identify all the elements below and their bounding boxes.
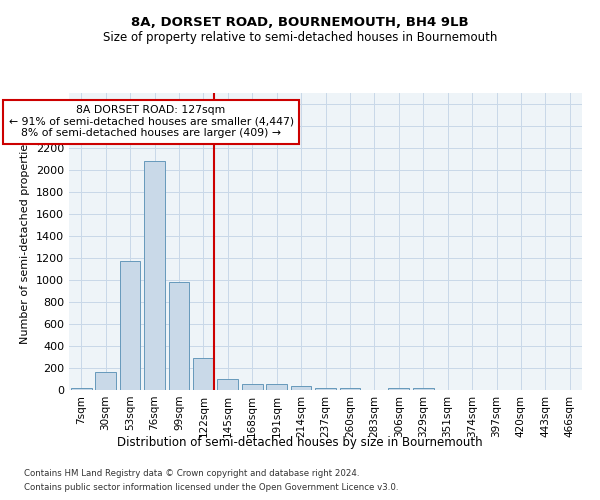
Text: 8A DORSET ROAD: 127sqm
← 91% of semi-detached houses are smaller (4,447)
8% of s: 8A DORSET ROAD: 127sqm ← 91% of semi-det… <box>8 105 293 138</box>
Text: Size of property relative to semi-detached houses in Bournemouth: Size of property relative to semi-detach… <box>103 31 497 44</box>
Bar <box>169 282 190 390</box>
Bar <box>242 384 263 390</box>
Bar <box>290 386 311 390</box>
Bar <box>95 372 116 390</box>
Bar <box>266 384 287 390</box>
Y-axis label: Number of semi-detached properties: Number of semi-detached properties <box>20 138 31 344</box>
Bar <box>144 161 165 390</box>
Text: 8A, DORSET ROAD, BOURNEMOUTH, BH4 9LB: 8A, DORSET ROAD, BOURNEMOUTH, BH4 9LB <box>131 16 469 29</box>
Bar <box>388 388 409 390</box>
Text: Contains public sector information licensed under the Open Government Licence v3: Contains public sector information licen… <box>24 483 398 492</box>
Bar <box>217 379 238 390</box>
Text: Contains HM Land Registry data © Crown copyright and database right 2024.: Contains HM Land Registry data © Crown c… <box>24 470 359 478</box>
Bar <box>340 388 361 390</box>
Bar <box>119 261 140 390</box>
Bar <box>193 358 214 390</box>
Bar <box>315 388 336 390</box>
Bar <box>71 388 92 390</box>
Text: Distribution of semi-detached houses by size in Bournemouth: Distribution of semi-detached houses by … <box>117 436 483 449</box>
Bar <box>413 388 434 390</box>
